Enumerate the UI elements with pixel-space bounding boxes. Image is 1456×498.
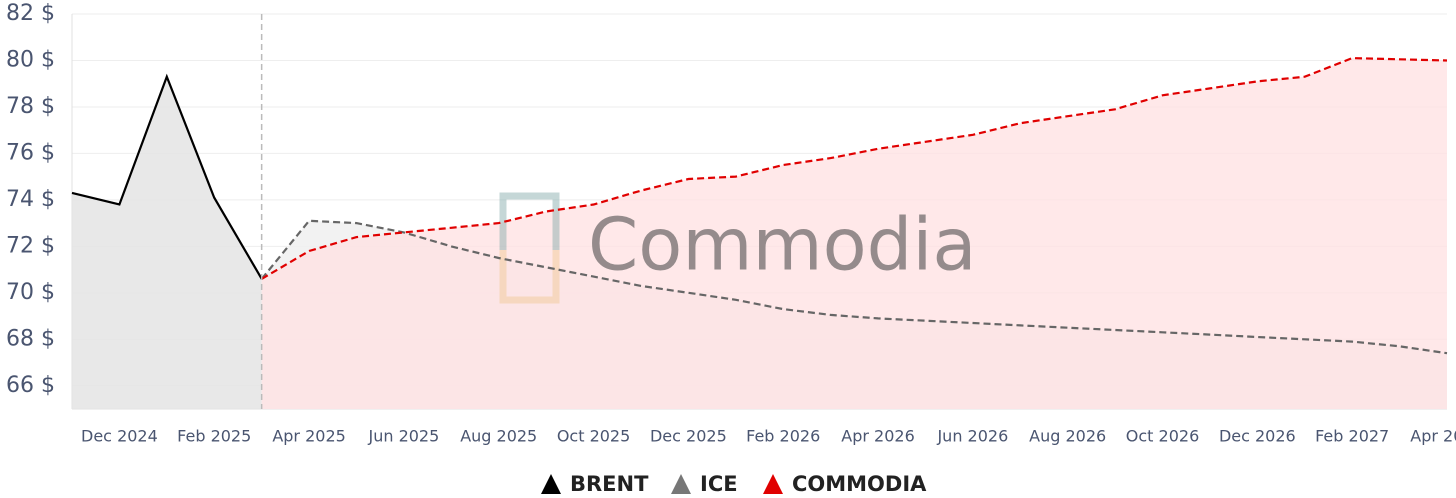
legend-marker [671, 474, 691, 494]
legend-marker [763, 474, 783, 494]
watermark: Commodia [588, 203, 976, 287]
legend-marker [541, 474, 561, 494]
series-line [261, 56, 1448, 280]
y-tick-label: 78 $ [6, 94, 55, 119]
x-tick-label: Aug 2026 [1029, 427, 1106, 446]
x-tick-label: Feb 2025 [177, 427, 251, 446]
y-tick-label: 82 $ [6, 1, 55, 26]
series-area [72, 76, 262, 409]
watermark-logo [499, 192, 560, 304]
x-tick-label: Apr 2025 [272, 427, 345, 446]
x-tick-label: Oct 2026 [1126, 427, 1199, 446]
y-tick-label: 68 $ [6, 326, 55, 351]
x-tick-label: Dec 2024 [81, 427, 158, 446]
series-line [71, 73, 263, 280]
x-tick-label: Dec 2026 [1219, 427, 1296, 446]
legend-label[interactable]: BRENT [570, 472, 649, 496]
x-tick-label: Apr 2026 [841, 427, 914, 446]
x-tick-label: Oct 2025 [557, 427, 630, 446]
x-tick-label: Feb 2027 [1315, 427, 1389, 446]
x-tick-label: Apr 2027 [1410, 427, 1456, 446]
plot-back [71, 13, 1448, 410]
y-tick-label: 66 $ [6, 373, 55, 398]
y-tick-label: 70 $ [6, 280, 55, 305]
x-tick-label: Jun 2026 [936, 427, 1008, 446]
y-tick-label: 72 $ [6, 233, 55, 258]
legend-label[interactable]: ICE [700, 472, 738, 496]
legend-label[interactable]: COMMODIA [792, 472, 927, 496]
x-tick-label: Feb 2026 [746, 427, 820, 446]
y-tick-label: 74 $ [6, 187, 55, 212]
x-tick-label: Aug 2025 [460, 427, 537, 446]
x-tick-label: Dec 2025 [650, 427, 727, 446]
y-tick-label: 76 $ [6, 140, 55, 165]
series-area [261, 58, 1448, 409]
series-line [260, 219, 1448, 355]
x-tick-label: Jun 2025 [367, 427, 439, 446]
y-tick-label: 80 $ [6, 47, 55, 72]
